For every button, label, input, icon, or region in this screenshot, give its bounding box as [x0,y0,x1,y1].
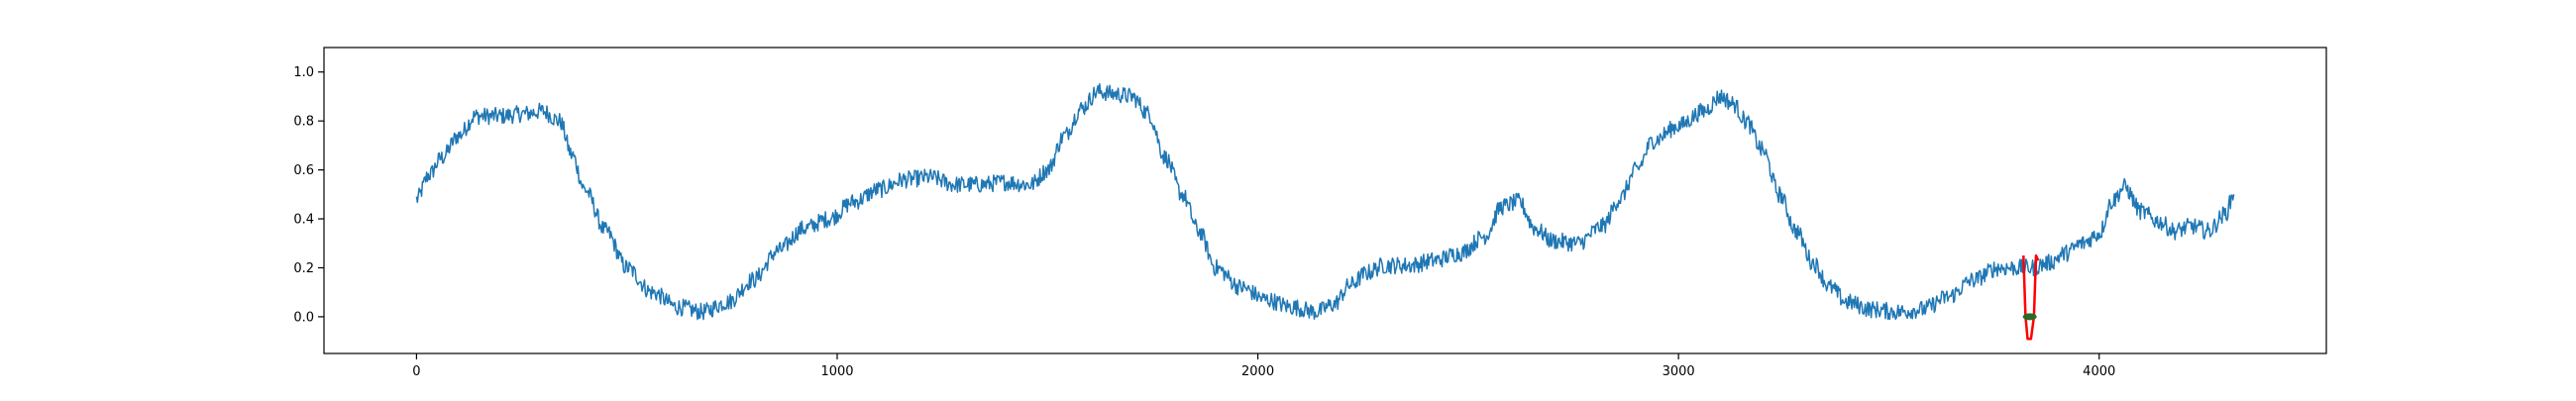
y-tick-label: 0.2 [293,261,314,276]
x-tick-label: 0 [412,364,420,379]
axes-frame [323,47,2327,354]
y-tick-label: 1.0 [293,65,314,80]
y-tick-label: 0.8 [293,115,314,130]
y-tick-label: 0.0 [293,310,314,325]
x-tick-label: 4000 [2083,364,2115,379]
x-axis: 0 1000 2000 3000 4000 [412,353,2115,379]
x-tick-label: 1000 [820,364,853,379]
x-tick-label: 2000 [1241,364,1274,379]
y-axis: 0.0 0.2 0.4 0.6 0.8 1.0 [293,65,324,325]
plot-series-group [415,82,2235,341]
series-line-main [415,82,2235,321]
annotation-marker [2022,313,2037,321]
y-tick-label: 0.6 [293,163,314,178]
x-tick-label: 3000 [1663,364,1695,379]
y-tick-label: 0.4 [293,213,314,228]
